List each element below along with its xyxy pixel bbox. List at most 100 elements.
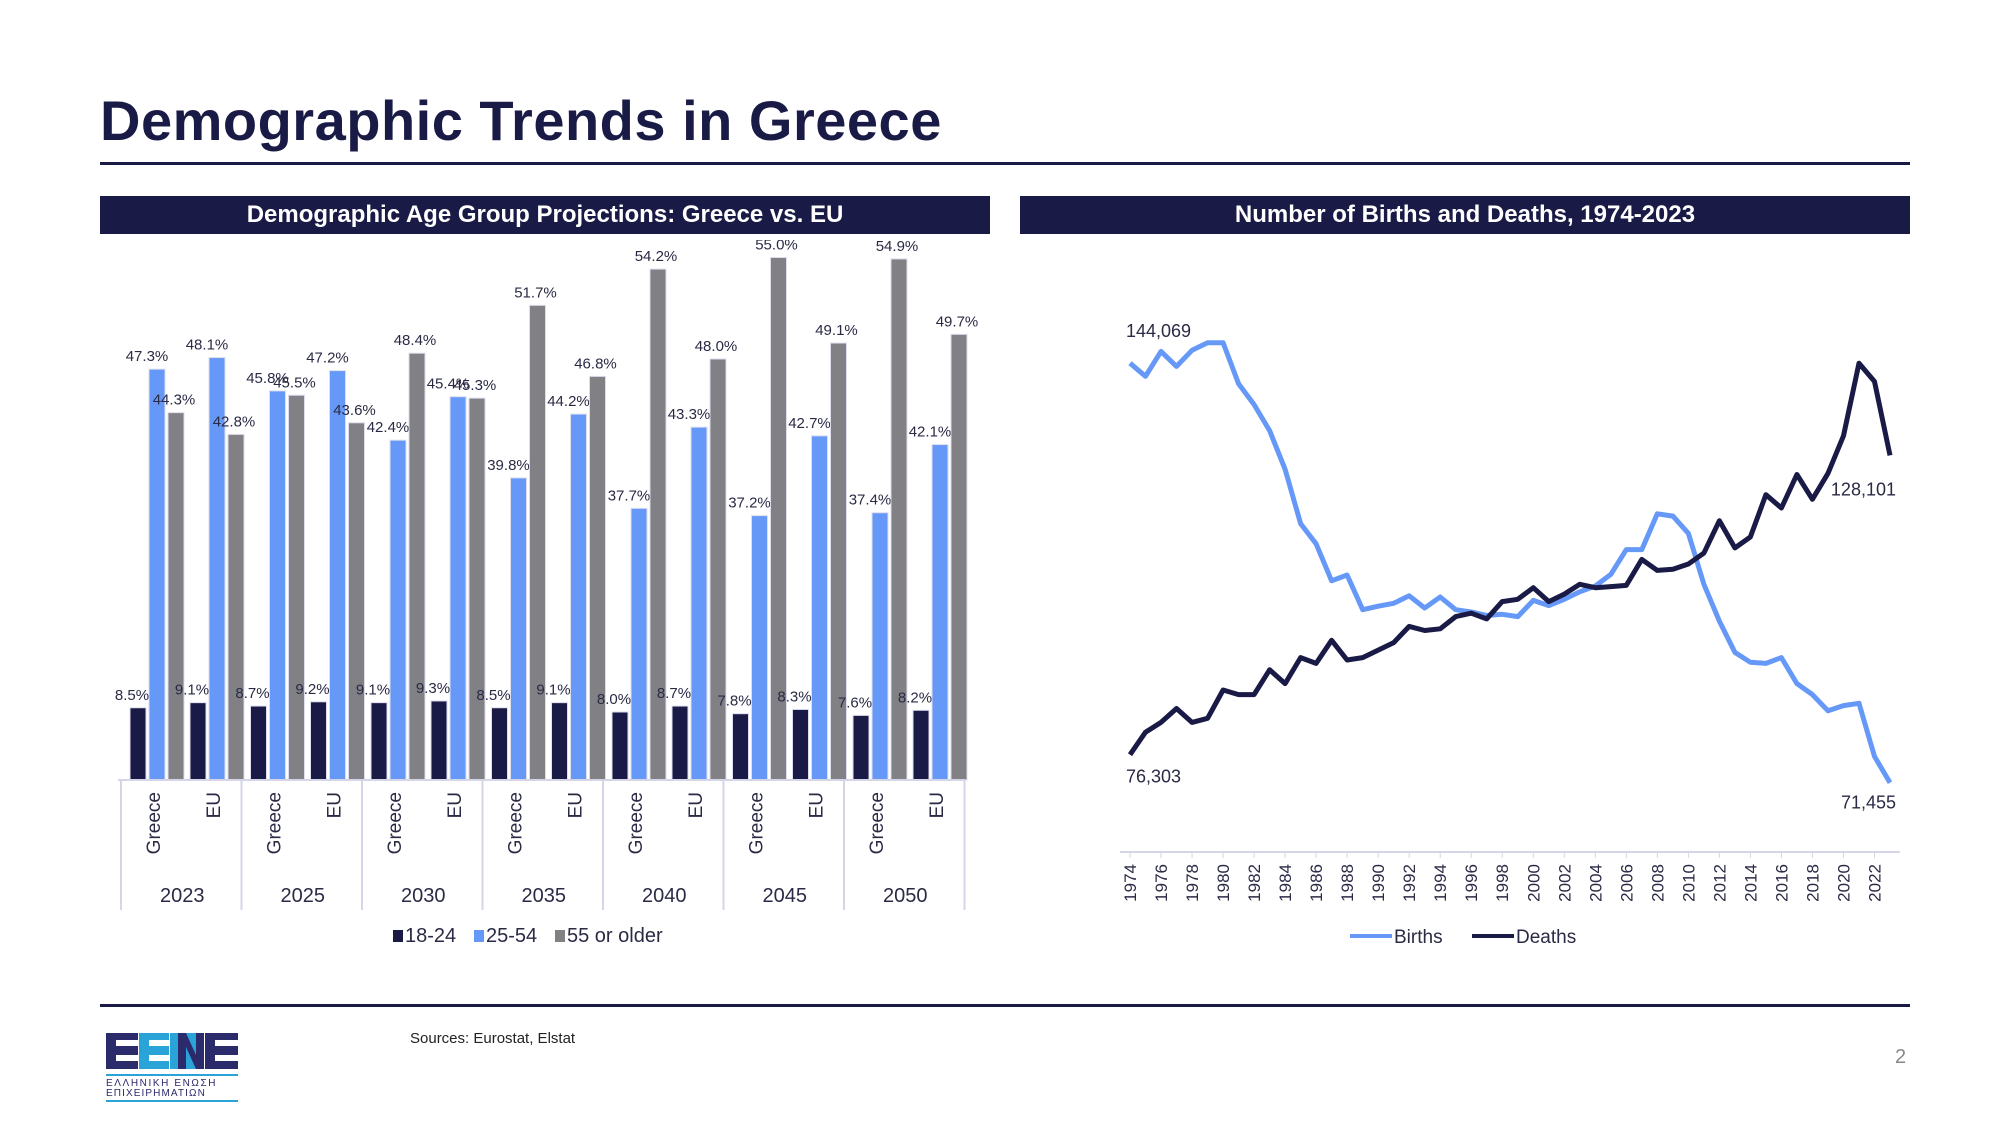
x-tick-region: Greece	[867, 792, 888, 854]
bar-18-24	[732, 713, 749, 781]
x-tick-label: 2012	[1710, 864, 1729, 902]
x-tick-region: EU	[807, 792, 828, 818]
bar-25-54	[510, 477, 527, 781]
x-tick-region: Greece	[626, 792, 647, 854]
x-tick-label: 2014	[1741, 864, 1760, 902]
x-tick-label: 2022	[1865, 864, 1884, 902]
legend-label: 25-54	[486, 925, 537, 947]
bar-25-54	[329, 370, 346, 781]
bar-data-label: 9.1%	[536, 682, 570, 699]
x-tick-label: 1980	[1214, 864, 1233, 902]
page-title: Demographic Trends in Greece	[100, 89, 942, 152]
line-series-deaths	[1127, 360, 1893, 757]
bar-18-24	[491, 707, 508, 781]
x-tick-year: 2025	[281, 885, 326, 907]
bar-data-label: 7.8%	[717, 693, 751, 710]
bar-55-or-older	[348, 422, 365, 781]
bar-data-label: 8.0%	[597, 691, 631, 708]
x-tick-label: 2008	[1648, 864, 1667, 902]
x-tick-year: 2030	[401, 885, 446, 907]
bar-data-label: 8.7%	[657, 685, 691, 702]
x-tick-region: EU	[204, 792, 225, 818]
x-tick-region: Greece	[747, 792, 768, 854]
bar-55-or-older	[709, 358, 727, 781]
bar-data-label: 45.3%	[454, 377, 497, 394]
bar-data-label: 9.3%	[416, 680, 450, 697]
x-tick-year: 2050	[883, 885, 928, 907]
x-tick-region: Greece	[144, 792, 165, 854]
bar-25-54	[449, 396, 467, 781]
legend-label: Deaths	[1516, 927, 1576, 948]
bar-55-or-older	[529, 304, 546, 781]
bar-25-54	[570, 413, 587, 781]
legend-label: 18-24	[405, 925, 456, 947]
page-number: 2	[1895, 1046, 1907, 1068]
bar-25-54	[389, 439, 407, 781]
x-tick-year: 2045	[763, 885, 808, 907]
bar-18-24	[310, 701, 327, 781]
sources-note: Sources: Eurostat, Elstat	[410, 1030, 576, 1047]
x-tick-label: 1990	[1369, 864, 1388, 902]
bar-25-54	[931, 444, 949, 781]
legend-swatch-55-or-older	[555, 930, 565, 942]
data-annotation: 128,101	[1831, 479, 1896, 499]
bar-data-label: 46.8%	[574, 355, 617, 372]
bar-data-label: 44.2%	[547, 393, 590, 410]
footer-divider	[100, 1004, 1910, 1007]
bar-chart-title: Demographic Age Group Projections: Greec…	[100, 196, 990, 234]
x-tick-year: 2035	[522, 885, 567, 907]
bar-data-label: 42.8%	[213, 413, 256, 430]
bar-data-label: 47.2%	[306, 350, 349, 367]
bar-55-or-older	[227, 433, 245, 781]
bar-data-label: 48.1%	[186, 337, 229, 354]
x-tick-label: 2000	[1524, 864, 1543, 902]
x-tick-label: 1978	[1183, 864, 1202, 902]
x-tick-label: 1976	[1152, 864, 1171, 902]
x-tick-label: 1982	[1245, 864, 1264, 902]
bar-data-label: 43.3%	[668, 406, 711, 423]
bar-data-label: 45.4%	[427, 376, 470, 393]
bar-data-label: 44.3%	[153, 392, 196, 409]
bar-25-54	[871, 512, 889, 781]
bar-25-54	[630, 507, 648, 781]
bar-data-label: 9.1%	[356, 682, 390, 699]
legend-label: Births	[1394, 927, 1443, 948]
x-tick-year: 2023	[160, 885, 205, 907]
x-tick-label: 1994	[1431, 864, 1450, 902]
bar-18-24	[671, 705, 689, 781]
bar-data-label: 42.7%	[788, 415, 831, 432]
bar-data-label: 8.3%	[777, 688, 811, 705]
line-series-births	[1128, 340, 1893, 784]
bar-data-label: 9.2%	[295, 681, 329, 698]
bar-55-or-older	[468, 397, 486, 781]
logo-line1: ΕΛΛΗΝΙΚΗ ΕΝΩΣΗ	[106, 1078, 217, 1089]
bar-18-24	[792, 708, 809, 781]
bar-data-label: 42.1%	[909, 424, 952, 441]
bar-55-or-older	[649, 268, 667, 781]
bar-data-label: 47.3%	[126, 348, 169, 365]
x-tick-region: EU	[566, 792, 587, 818]
legend-label: 55 or older	[567, 925, 663, 947]
bar-data-label: 8.7%	[235, 685, 269, 702]
x-tick-region: Greece	[265, 792, 286, 854]
x-tick-year: 2040	[642, 885, 687, 907]
bar-55-or-older	[589, 375, 606, 781]
bar-25-54	[690, 426, 708, 781]
legend-swatch-25-54	[474, 930, 484, 942]
x-tick-label: 2018	[1803, 864, 1822, 902]
x-tick-region: EU	[445, 792, 466, 818]
bar-data-label: 8.5%	[115, 687, 149, 704]
title-divider	[100, 162, 1910, 165]
bar-data-label: 43.6%	[333, 402, 376, 419]
x-tick-label: 1998	[1493, 864, 1512, 902]
bar-data-label: 51.7%	[514, 284, 557, 301]
bar-data-label: 48.0%	[695, 338, 738, 355]
bar-data-label: 54.9%	[876, 240, 919, 255]
bar-data-label: 37.7%	[608, 487, 651, 504]
line-chart-title: Number of Births and Deaths, 1974-2023	[1020, 196, 1910, 234]
data-annotation: 71,455	[1841, 793, 1896, 813]
x-tick-label: 1984	[1276, 864, 1295, 902]
x-tick-region: EU	[927, 792, 948, 818]
bar-55-or-older	[167, 412, 185, 781]
bar-data-label: 49.1%	[815, 322, 858, 339]
